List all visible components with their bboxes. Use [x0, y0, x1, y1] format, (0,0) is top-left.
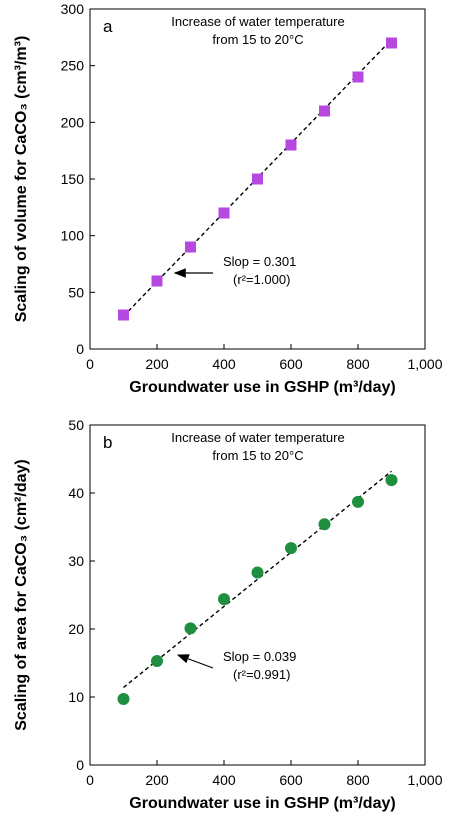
x-tick-label: 400 [212, 356, 236, 372]
y-tick-label: 0 [76, 757, 84, 773]
chart-title-line-2: from 15 to 20°C [212, 448, 303, 463]
data-point [352, 495, 364, 508]
data-point [118, 309, 129, 321]
x-tick-label: 200 [145, 356, 169, 372]
data-point [151, 654, 163, 667]
data-point [385, 474, 398, 487]
annotation-slope: Slop = 0.039 [223, 649, 296, 664]
y-tick-label: 0 [76, 341, 84, 357]
chart-title-line-1: Increase of water temperature [171, 430, 344, 445]
data-point [386, 37, 397, 49]
y-tick-label: 100 [61, 228, 85, 244]
y-tick-label: 250 [61, 58, 85, 74]
x-tick-label: 0 [86, 356, 94, 372]
x-axis-label: Groundwater use in GSHP (m³/day) [129, 795, 395, 812]
x-tick-label: 800 [346, 772, 370, 788]
data-point [117, 693, 130, 706]
annotation-slope: Slop = 0.301 [223, 254, 296, 269]
x-tick-label: 600 [279, 356, 303, 372]
x-tick-label: 200 [145, 772, 169, 788]
data-point [318, 518, 331, 531]
y-tick-label: 50 [68, 284, 84, 300]
data-point [319, 105, 330, 117]
x-tick-label: 600 [279, 772, 303, 788]
data-point [251, 566, 264, 579]
y-axis-label: Scaling of volume for CaCO₃ (cm³/m³) [13, 36, 30, 323]
y-tick-label: 40 [68, 485, 84, 501]
y-tick-label: 10 [68, 689, 84, 705]
y-tick-label: 30 [68, 553, 84, 569]
data-point [285, 542, 297, 555]
y-tick-label: 50 [68, 417, 84, 433]
annotation-arrow [176, 654, 214, 669]
annotation-r2: (r²=0.991) [233, 667, 290, 682]
y-tick-label: 300 [61, 1, 85, 17]
data-point [352, 71, 364, 83]
y-tick-label: 200 [61, 114, 85, 130]
y-tick-label: 20 [68, 621, 84, 637]
y-tick-label: 150 [61, 171, 85, 187]
data-point [218, 207, 230, 219]
panel-a: 0 200 400 600 800 1,000 0 50 100 150 200 250 300 Grou… [13, 1, 443, 396]
x-tick-label: 800 [346, 356, 370, 372]
x-axis-label: Groundwater use in GSHP (m³/day) [129, 379, 395, 396]
x-tick-label: 1,000 [407, 772, 442, 788]
chart-title-line-2: from 15 to 20°C [212, 32, 303, 47]
plot-frame [89, 424, 426, 766]
fit-line [123, 470, 392, 689]
chart-title-line-1: Increase of water temperature [171, 14, 344, 29]
data-point [252, 173, 263, 185]
panel-b: 0 200 400 600 800 1,000 0 10 20 30 40 50 Groundwater… [13, 417, 443, 812]
data-point [184, 622, 197, 635]
data-point [285, 139, 297, 151]
x-tick-label: 1,000 [407, 356, 442, 372]
data-point [151, 275, 163, 287]
data-point [185, 241, 196, 253]
y-axis-label: Scaling of area for CaCO₃ (cm²/day) [13, 459, 30, 730]
panel-letter: b [103, 433, 112, 452]
annotation-r2: (r²=1.000) [233, 272, 290, 287]
panel-letter: a [103, 17, 113, 36]
x-tick-label: 0 [86, 772, 94, 788]
data-point [218, 593, 230, 606]
x-tick-label: 400 [212, 772, 236, 788]
